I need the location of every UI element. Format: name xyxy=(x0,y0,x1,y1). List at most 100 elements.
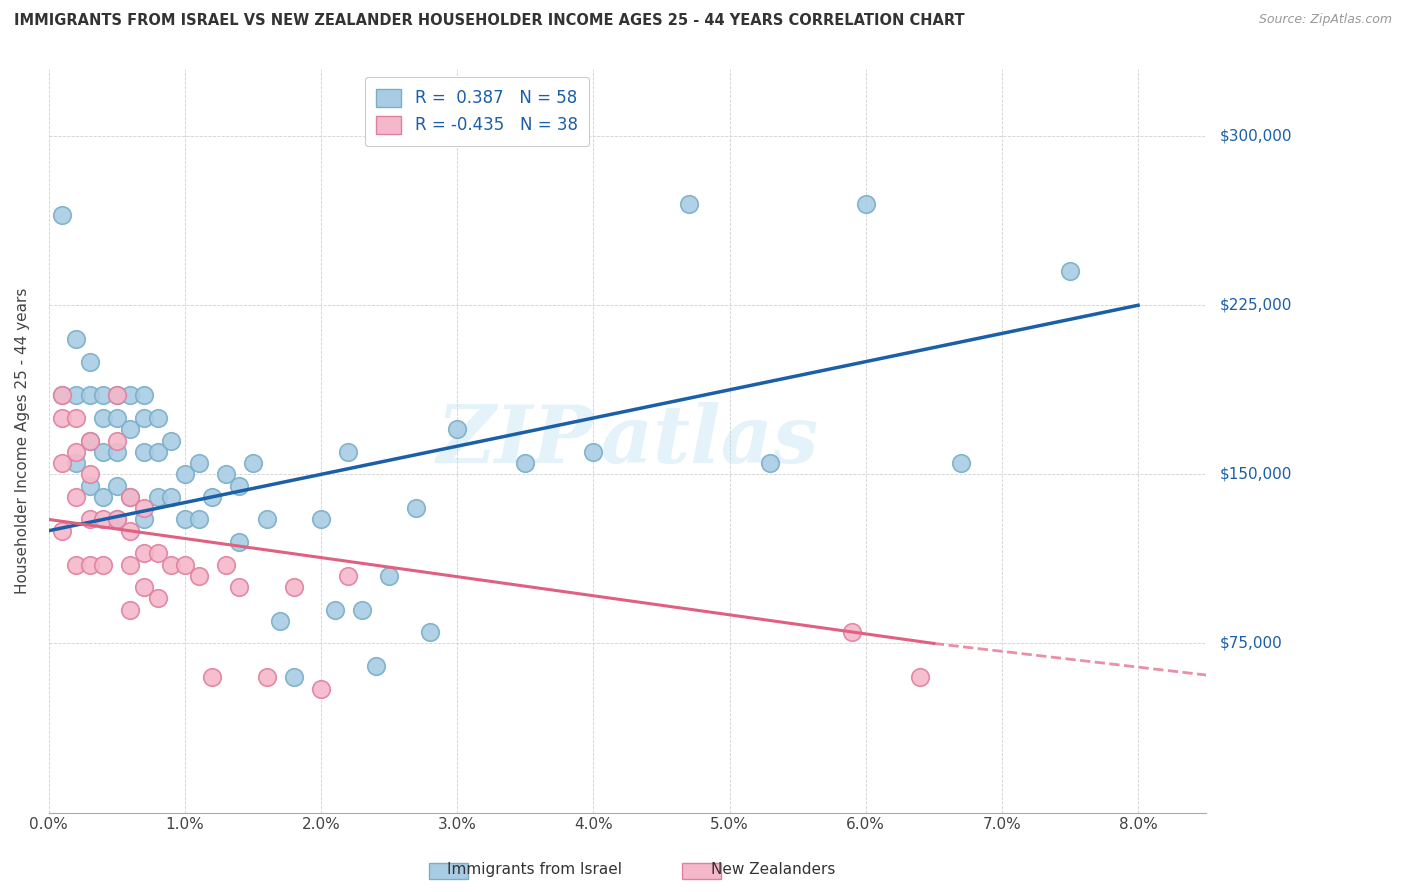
Point xyxy=(855,196,877,211)
Point xyxy=(91,445,114,459)
Point xyxy=(146,591,169,606)
Point xyxy=(146,546,169,560)
Point xyxy=(132,411,155,425)
Point xyxy=(228,580,250,594)
Text: $300,000: $300,000 xyxy=(1220,128,1292,144)
Point xyxy=(256,512,278,526)
Point xyxy=(79,388,101,402)
Point xyxy=(759,456,782,470)
Point xyxy=(51,208,73,222)
Point xyxy=(51,388,73,402)
Point xyxy=(65,456,87,470)
Point xyxy=(678,196,700,211)
Point xyxy=(174,512,197,526)
Point xyxy=(132,546,155,560)
Point xyxy=(105,512,128,526)
Point xyxy=(283,670,305,684)
Text: New Zealanders: New Zealanders xyxy=(711,863,835,877)
Point xyxy=(323,602,346,616)
Point xyxy=(105,478,128,492)
Point xyxy=(215,467,238,482)
Text: $225,000: $225,000 xyxy=(1220,298,1292,313)
Text: Source: ZipAtlas.com: Source: ZipAtlas.com xyxy=(1258,13,1392,27)
Point xyxy=(364,659,387,673)
Point xyxy=(65,411,87,425)
Point xyxy=(91,411,114,425)
Point xyxy=(269,614,291,628)
Point xyxy=(132,512,155,526)
Point xyxy=(120,388,142,402)
Point xyxy=(228,535,250,549)
Point xyxy=(309,681,332,696)
Point xyxy=(51,388,73,402)
Point xyxy=(1059,264,1081,278)
Point xyxy=(174,558,197,572)
Point xyxy=(350,602,373,616)
Point xyxy=(187,512,209,526)
Point xyxy=(283,580,305,594)
Point xyxy=(120,422,142,436)
Point xyxy=(120,524,142,538)
Point xyxy=(105,512,128,526)
Point xyxy=(65,388,87,402)
Point xyxy=(105,434,128,448)
Point xyxy=(242,456,264,470)
Point xyxy=(79,434,101,448)
Point xyxy=(91,512,114,526)
Point xyxy=(337,569,360,583)
Point xyxy=(160,558,183,572)
Point xyxy=(51,524,73,538)
Point xyxy=(79,478,101,492)
Point xyxy=(65,490,87,504)
Point xyxy=(51,411,73,425)
Point xyxy=(582,445,605,459)
Point xyxy=(65,332,87,346)
Point xyxy=(120,490,142,504)
Point xyxy=(65,445,87,459)
Point xyxy=(105,388,128,402)
Point xyxy=(120,558,142,572)
Point xyxy=(79,354,101,368)
Point xyxy=(187,569,209,583)
Point xyxy=(256,670,278,684)
Point xyxy=(120,602,142,616)
Point xyxy=(132,445,155,459)
Text: ZIP atlas: ZIP atlas xyxy=(436,401,818,479)
Point xyxy=(51,456,73,470)
Point xyxy=(910,670,932,684)
Point xyxy=(132,580,155,594)
Point xyxy=(160,490,183,504)
Point xyxy=(215,558,238,572)
Y-axis label: Householder Income Ages 25 - 44 years: Householder Income Ages 25 - 44 years xyxy=(15,287,30,594)
Point xyxy=(146,411,169,425)
Point xyxy=(105,388,128,402)
Point xyxy=(65,558,87,572)
Point xyxy=(160,434,183,448)
Point xyxy=(105,411,128,425)
Legend: R =  0.387   N = 58, R = -0.435   N = 38: R = 0.387 N = 58, R = -0.435 N = 38 xyxy=(364,77,589,146)
Text: $75,000: $75,000 xyxy=(1220,636,1282,651)
Point xyxy=(841,625,863,640)
Point xyxy=(79,558,101,572)
Point xyxy=(419,625,441,640)
Point xyxy=(405,501,427,516)
Point xyxy=(309,512,332,526)
Point xyxy=(79,512,101,526)
Point xyxy=(91,388,114,402)
Point xyxy=(378,569,401,583)
Point xyxy=(132,501,155,516)
Point xyxy=(187,456,209,470)
Point xyxy=(950,456,973,470)
Point xyxy=(132,388,155,402)
Point xyxy=(201,490,224,504)
Point xyxy=(120,490,142,504)
Point xyxy=(228,478,250,492)
Point xyxy=(79,434,101,448)
Point xyxy=(79,467,101,482)
Point xyxy=(91,558,114,572)
Text: Immigrants from Israel: Immigrants from Israel xyxy=(447,863,621,877)
Point xyxy=(337,445,360,459)
Point xyxy=(446,422,468,436)
Point xyxy=(146,490,169,504)
Point xyxy=(515,456,537,470)
